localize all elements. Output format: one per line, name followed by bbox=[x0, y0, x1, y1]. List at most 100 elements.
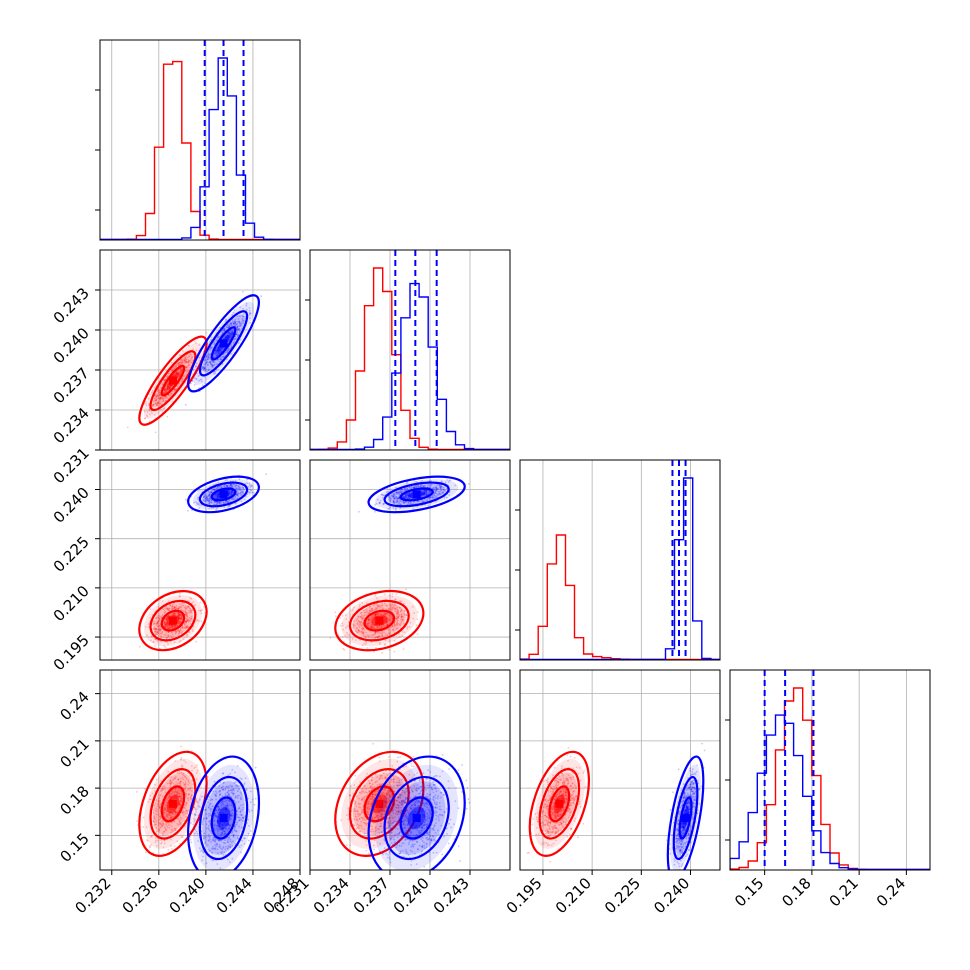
sample-point bbox=[176, 823, 179, 825]
sample-point bbox=[211, 366, 214, 369]
sample-point bbox=[225, 500, 228, 502]
sample-point bbox=[176, 363, 179, 365]
sample-point bbox=[371, 616, 374, 619]
sample-point bbox=[195, 501, 198, 503]
sample-point bbox=[368, 605, 371, 607]
sample-point bbox=[185, 365, 188, 368]
sample-point bbox=[156, 805, 159, 808]
sample-point bbox=[227, 332, 230, 334]
sample-point bbox=[167, 797, 170, 799]
sample-point bbox=[148, 402, 150, 405]
sample-point bbox=[206, 499, 208, 501]
sample-point bbox=[217, 336, 219, 339]
sample-point bbox=[449, 490, 451, 493]
sample-point bbox=[429, 490, 432, 493]
sample-point bbox=[374, 632, 377, 635]
sample-point bbox=[154, 400, 157, 402]
sample-point bbox=[184, 610, 187, 613]
sample-point bbox=[160, 823, 163, 825]
sample-point bbox=[211, 363, 214, 366]
sample-point bbox=[222, 485, 225, 488]
sample-point bbox=[433, 493, 435, 496]
sample-point bbox=[383, 612, 386, 614]
sample-point bbox=[147, 623, 150, 625]
sample-point bbox=[183, 359, 186, 362]
sample-point bbox=[194, 604, 197, 606]
sample-point bbox=[154, 399, 157, 402]
sample-point bbox=[156, 839, 159, 842]
sample-point bbox=[400, 616, 403, 618]
sample-point bbox=[174, 784, 177, 786]
sample-point bbox=[213, 364, 215, 367]
sample-point bbox=[228, 499, 231, 501]
sample-point bbox=[178, 823, 181, 825]
sample-point bbox=[383, 631, 386, 633]
sample-point bbox=[434, 488, 437, 490]
sample-point bbox=[384, 613, 387, 616]
sample-point bbox=[196, 769, 199, 772]
sample-point bbox=[374, 608, 377, 611]
sample-point bbox=[169, 786, 171, 789]
sample-point bbox=[174, 365, 177, 367]
sample-point bbox=[358, 621, 361, 624]
sample-point bbox=[394, 610, 397, 613]
sample-point bbox=[238, 315, 241, 318]
sample-point bbox=[204, 499, 207, 502]
sample-point bbox=[186, 634, 188, 637]
sample-point bbox=[375, 647, 377, 649]
sample-point bbox=[160, 789, 163, 792]
sample-point bbox=[385, 491, 388, 494]
sample-point bbox=[195, 377, 198, 380]
sample-point bbox=[159, 822, 162, 825]
sample-point bbox=[415, 484, 418, 487]
sample-point bbox=[163, 391, 166, 394]
sample-point bbox=[237, 492, 239, 494]
sample-point bbox=[163, 842, 166, 845]
sample-point bbox=[416, 611, 419, 613]
sample-point bbox=[236, 488, 238, 490]
sample-point bbox=[184, 361, 187, 363]
sample-point bbox=[217, 353, 220, 355]
sample-point bbox=[154, 395, 156, 398]
sample-point bbox=[188, 631, 190, 634]
sample-point bbox=[378, 612, 381, 615]
sample-point bbox=[402, 619, 405, 621]
sample-point bbox=[394, 507, 397, 510]
sample-point bbox=[391, 494, 394, 497]
sample-point bbox=[155, 839, 157, 842]
sample-point bbox=[152, 808, 155, 811]
sample-point bbox=[394, 508, 397, 511]
sample-point bbox=[224, 502, 226, 505]
sample-point bbox=[378, 632, 381, 634]
sample-point bbox=[175, 366, 178, 368]
sample-point bbox=[155, 617, 158, 619]
sample-point bbox=[394, 608, 396, 610]
sample-point bbox=[212, 495, 215, 498]
sample-point bbox=[158, 829, 161, 832]
sample-point bbox=[380, 627, 383, 629]
sample-point bbox=[182, 809, 185, 812]
sample-point bbox=[235, 333, 238, 335]
sample-point bbox=[192, 353, 195, 355]
sample-point bbox=[222, 331, 224, 334]
sample-point bbox=[234, 485, 237, 488]
sample-point bbox=[164, 397, 167, 400]
sample-point bbox=[152, 641, 155, 643]
sample-point bbox=[167, 374, 169, 377]
sample-point bbox=[423, 489, 425, 492]
sample-point bbox=[171, 605, 173, 608]
sample-point bbox=[334, 611, 337, 614]
sample-point bbox=[172, 815, 175, 818]
sample-point bbox=[163, 407, 166, 409]
sample-point bbox=[174, 828, 177, 831]
sample-point bbox=[164, 400, 167, 402]
sample-point bbox=[353, 620, 355, 623]
sample-point bbox=[171, 604, 174, 606]
sample-point bbox=[165, 391, 168, 394]
sample-point bbox=[358, 605, 361, 608]
sample-point bbox=[238, 320, 241, 323]
sample-point bbox=[213, 503, 216, 506]
sample-point bbox=[165, 388, 168, 391]
sample-point bbox=[145, 414, 148, 417]
sample-point bbox=[174, 389, 177, 392]
